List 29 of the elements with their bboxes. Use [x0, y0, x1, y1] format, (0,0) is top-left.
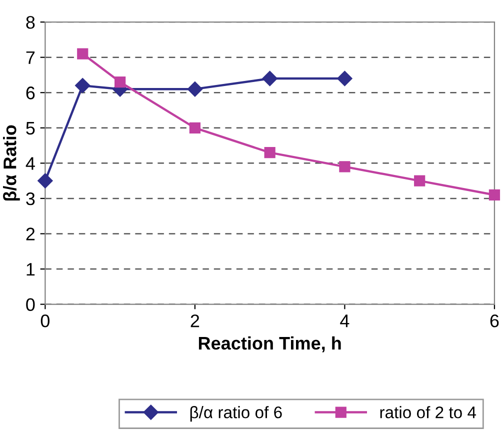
point: [75, 78, 90, 94]
point: [414, 175, 426, 186]
point: [488, 189, 500, 200]
y-tick-label: 1: [26, 263, 35, 276]
point: [264, 147, 276, 158]
x-tick-label: 6: [490, 314, 499, 328]
y-tick-label: 3: [26, 192, 35, 206]
point: [77, 48, 88, 60]
point: [337, 70, 352, 86]
y-tick-label: 0: [26, 298, 35, 312]
x-axis-title: Reaction Time, h: [198, 336, 341, 352]
x-tick-label: 0: [40, 314, 50, 328]
point: [114, 76, 126, 88]
point: [189, 122, 200, 134]
x-tick-label: 2: [190, 314, 200, 328]
y-tick-label: 6: [26, 86, 35, 100]
point: [187, 82, 203, 97]
point: [339, 161, 350, 172]
point: [262, 70, 278, 86]
y-tick-label: 5: [26, 122, 35, 135]
y-axis-title: β/α Ratio: [3, 125, 20, 201]
y-tick-label: 8: [26, 16, 35, 29]
legend-label: ratio of 2 to 4: [380, 406, 476, 418]
x-tick-label: 4: [340, 314, 350, 328]
y-tick-label: 4: [26, 157, 35, 170]
legend-label: β/α ratio of 6: [190, 406, 282, 422]
y-tick-label: 2: [26, 228, 35, 240]
point: [38, 173, 53, 188]
y-tick-label: 7: [26, 51, 35, 64]
